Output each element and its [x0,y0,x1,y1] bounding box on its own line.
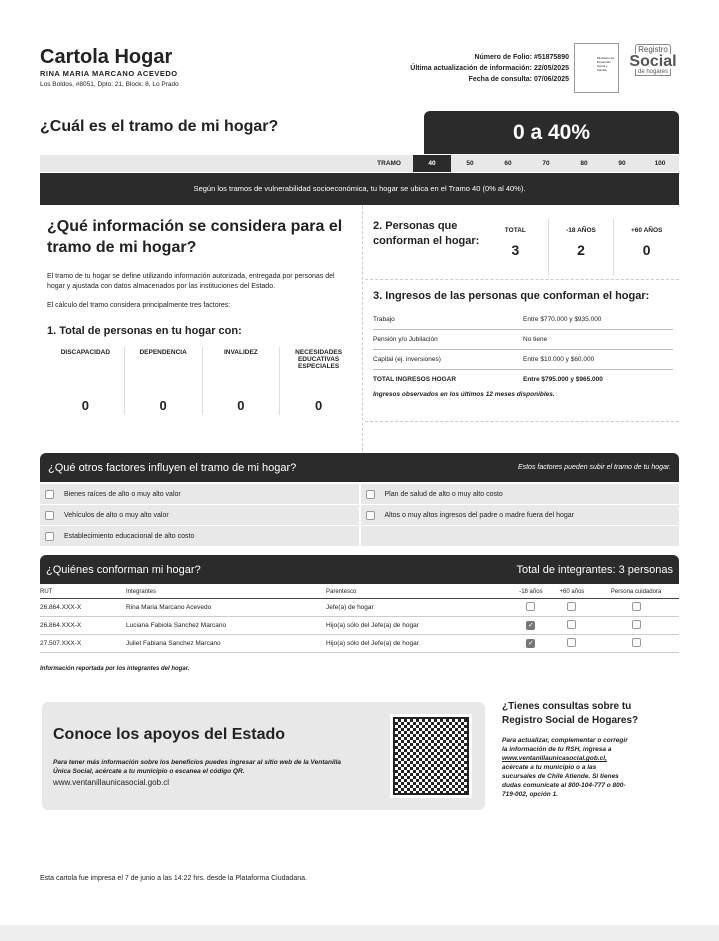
count-item: DISCAPACIDAD 0 [47,347,125,415]
info-s1: 1. Total de personas en tu hogar con: [47,325,242,337]
tramo-step: 100 [654,160,666,167]
u18-checkbox[interactable]: ✓ [526,621,536,630]
update-date: Última actualización de información: 22/… [410,65,569,72]
tramo-question: ¿Cuál es el tramo de mi hogar? [40,118,279,135]
persons-title: 2. Personas que conforman el hogar: [373,220,480,247]
member-row: 26.864.XXX-X Rina Maria Marcano Acevedo Je… [40,599,679,617]
members-header: ¿Quiénes conforman mi hogar? Total de in… [40,555,679,584]
care-checkbox[interactable] [631,620,641,629]
column-header: Parentesco [326,589,357,595]
column-header: -18 años [519,589,543,595]
info-section: ¿Qué información se considera para el tr… [47,216,357,415]
o60-checkbox[interactable] [567,602,577,611]
factor-checkbox[interactable] [45,531,54,541]
factor-checkbox[interactable] [365,489,375,499]
care-checkbox[interactable] [631,602,641,611]
members-table: RUT Integrantes Parentesco -18 años +60 años… [40,586,679,653]
factor-empty [360,526,679,546]
persons-section: 2. Personas que conforman el hogar: TOTA… [373,219,679,275]
apoyos-link[interactable]: www.ventanillaunicasocial.gob.cl [53,778,170,787]
info-p1: El tramo de tu hogar se define utilizand… [47,273,335,290]
tramo-step: 60 [504,160,512,167]
person-count: +60 AÑOS 0 [630,227,663,258]
o60-checkbox[interactable] [567,620,577,629]
info-p2: El cálculo del tramo considera principal… [47,302,231,309]
holder-address: Los Boldos, #8051, Dpto: 21, Block: 8, L… [40,81,179,88]
income-row: Trabajo Entre $770.000 y $935.000 [373,310,673,330]
person-count: TOTAL 3 [483,219,549,275]
rsh-logo: Registro Social de hogares [629,44,677,76]
tramo-step: 90 [618,160,626,167]
special-counts: DISCAPACIDAD 0 DEPENDENCIA 0 INVALIDEZ 0 NECES… [47,347,357,415]
member-row: 27.507.XXX-X Juliet Fabiana Sanchez Marca… [40,635,679,653]
info-title: ¿Qué información se considera para el tr… [47,218,343,256]
members-note: Información reportada por los integrante… [40,666,190,672]
factor-checkbox[interactable] [45,489,54,499]
consultas: ¿Tienes consultas sobre tu Registro Soci… [502,700,672,799]
u18-checkbox[interactable]: ✓ [526,639,536,648]
consultas-text1: Para actualizar, complementar o corregir… [502,737,628,753]
care-checkbox[interactable] [631,638,641,647]
factor-checkbox[interactable] [45,510,54,520]
u18-checkbox[interactable] [526,602,536,611]
members-title: ¿Quiénes conforman mi hogar? [46,563,201,576]
column-header: RUT [40,589,53,595]
tramo-scale: TRAMO 40 50 60 70 80 90 100 [40,155,679,172]
folio: Número de Folio: #51875890 [474,54,569,61]
tramo-value: 0 a 40% [424,111,679,154]
folio-info: Número de Folio: #51875890 Última actual… [410,52,569,85]
factor-checkbox[interactable] [365,510,375,520]
person-count: -18 AÑOS 2 [549,219,615,275]
factor-item: Altos o muy altos ingresos del padre o m… [360,505,679,525]
factors-note: Estos factores pueden subir el tramo de … [517,464,671,471]
qr-code[interactable] [390,714,472,798]
column-header: Integrantes [126,589,157,595]
factors-list: Bienes raíces de alto o muy alto valor Pl… [40,484,679,546]
income-title: 3. Ingresos de las personas que conforma… [373,290,650,302]
footer-note: Esta cartola fue impresa el 7 de junio a… [40,875,307,882]
factors-title: ¿Qué otros factores influyen el tramo de… [48,461,297,474]
income-section: 3. Ingresos de las personas que conforma… [373,290,673,398]
tramo-step: 40 [413,155,451,172]
ministry-logo: Ministerio de Desarrollo Social y Famili… [574,43,619,93]
tramo-step: 80 [580,160,588,167]
tramo-step: 50 [466,160,474,167]
member-row: 26.864.XXX-X Luciana Fabiola Sanchez Marc… [40,617,679,635]
factor-item: Vehículos de alto o muy alto valor [40,505,359,525]
consult-date: Fecha de consulta: 07/06/2025 [468,76,569,83]
page-title: Cartola Hogar [40,46,173,68]
count-item: NECESIDADES EDUCATIVAS ESPECIALES 0 [295,349,343,413]
factor-item: Plan de salud de alto o muy alto costo [360,484,679,504]
holder-name: RINA MARIA MARCANO ACEVEDO [40,69,178,78]
count-item: DEPENDENCIA 0 [125,347,203,415]
income-row: Pensión y/o Jubilación No tiene [373,330,673,350]
factor-item: Bienes raíces de alto o muy alto valor [40,484,359,504]
tramo-label: TRAMO [377,160,401,167]
factors-header: ¿Qué otros factores influyen el tramo de… [40,453,679,482]
income-note: Ingresos observados en los últimos 12 me… [373,391,555,398]
apoyos-text: Para tener más información sobre los ben… [53,759,342,775]
apoyos-title: Conoce los apoyos del Estado [53,726,286,743]
tramo-banner: Según los tramos de vulnerabilidad socio… [40,173,679,205]
count-item: INVALIDEZ 0 [203,347,281,415]
tramo-step: 70 [542,160,550,167]
header: Cartola Hogar RINA MARIA MARCANO ACEVEDO… [40,46,179,88]
o60-checkbox[interactable] [567,638,577,647]
column-header: Persona cuidadora [610,589,662,595]
income-row: Capital (ej. inversiones) Entre $10.000 y… [373,350,673,370]
column-header: +60 años [559,589,585,595]
factor-item: Establecimiento educacional de alto cost… [40,526,359,546]
apoyos-box: Conoce los apoyos del Estado Para tener … [42,702,485,810]
consultas-text2: acércate a tu municipio o a las sucursal… [502,764,626,798]
income-row: TOTAL INGRESOS HOGAR Entre $795.000 y $96… [373,376,603,383]
members-total: Total de integrantes: 3 personas [516,563,673,576]
consultas-title: ¿Tienes consultas sobre tu Registro Soci… [502,701,639,726]
consultas-link[interactable]: www.ventanillaunicasocial.gob.cl, [502,755,607,762]
